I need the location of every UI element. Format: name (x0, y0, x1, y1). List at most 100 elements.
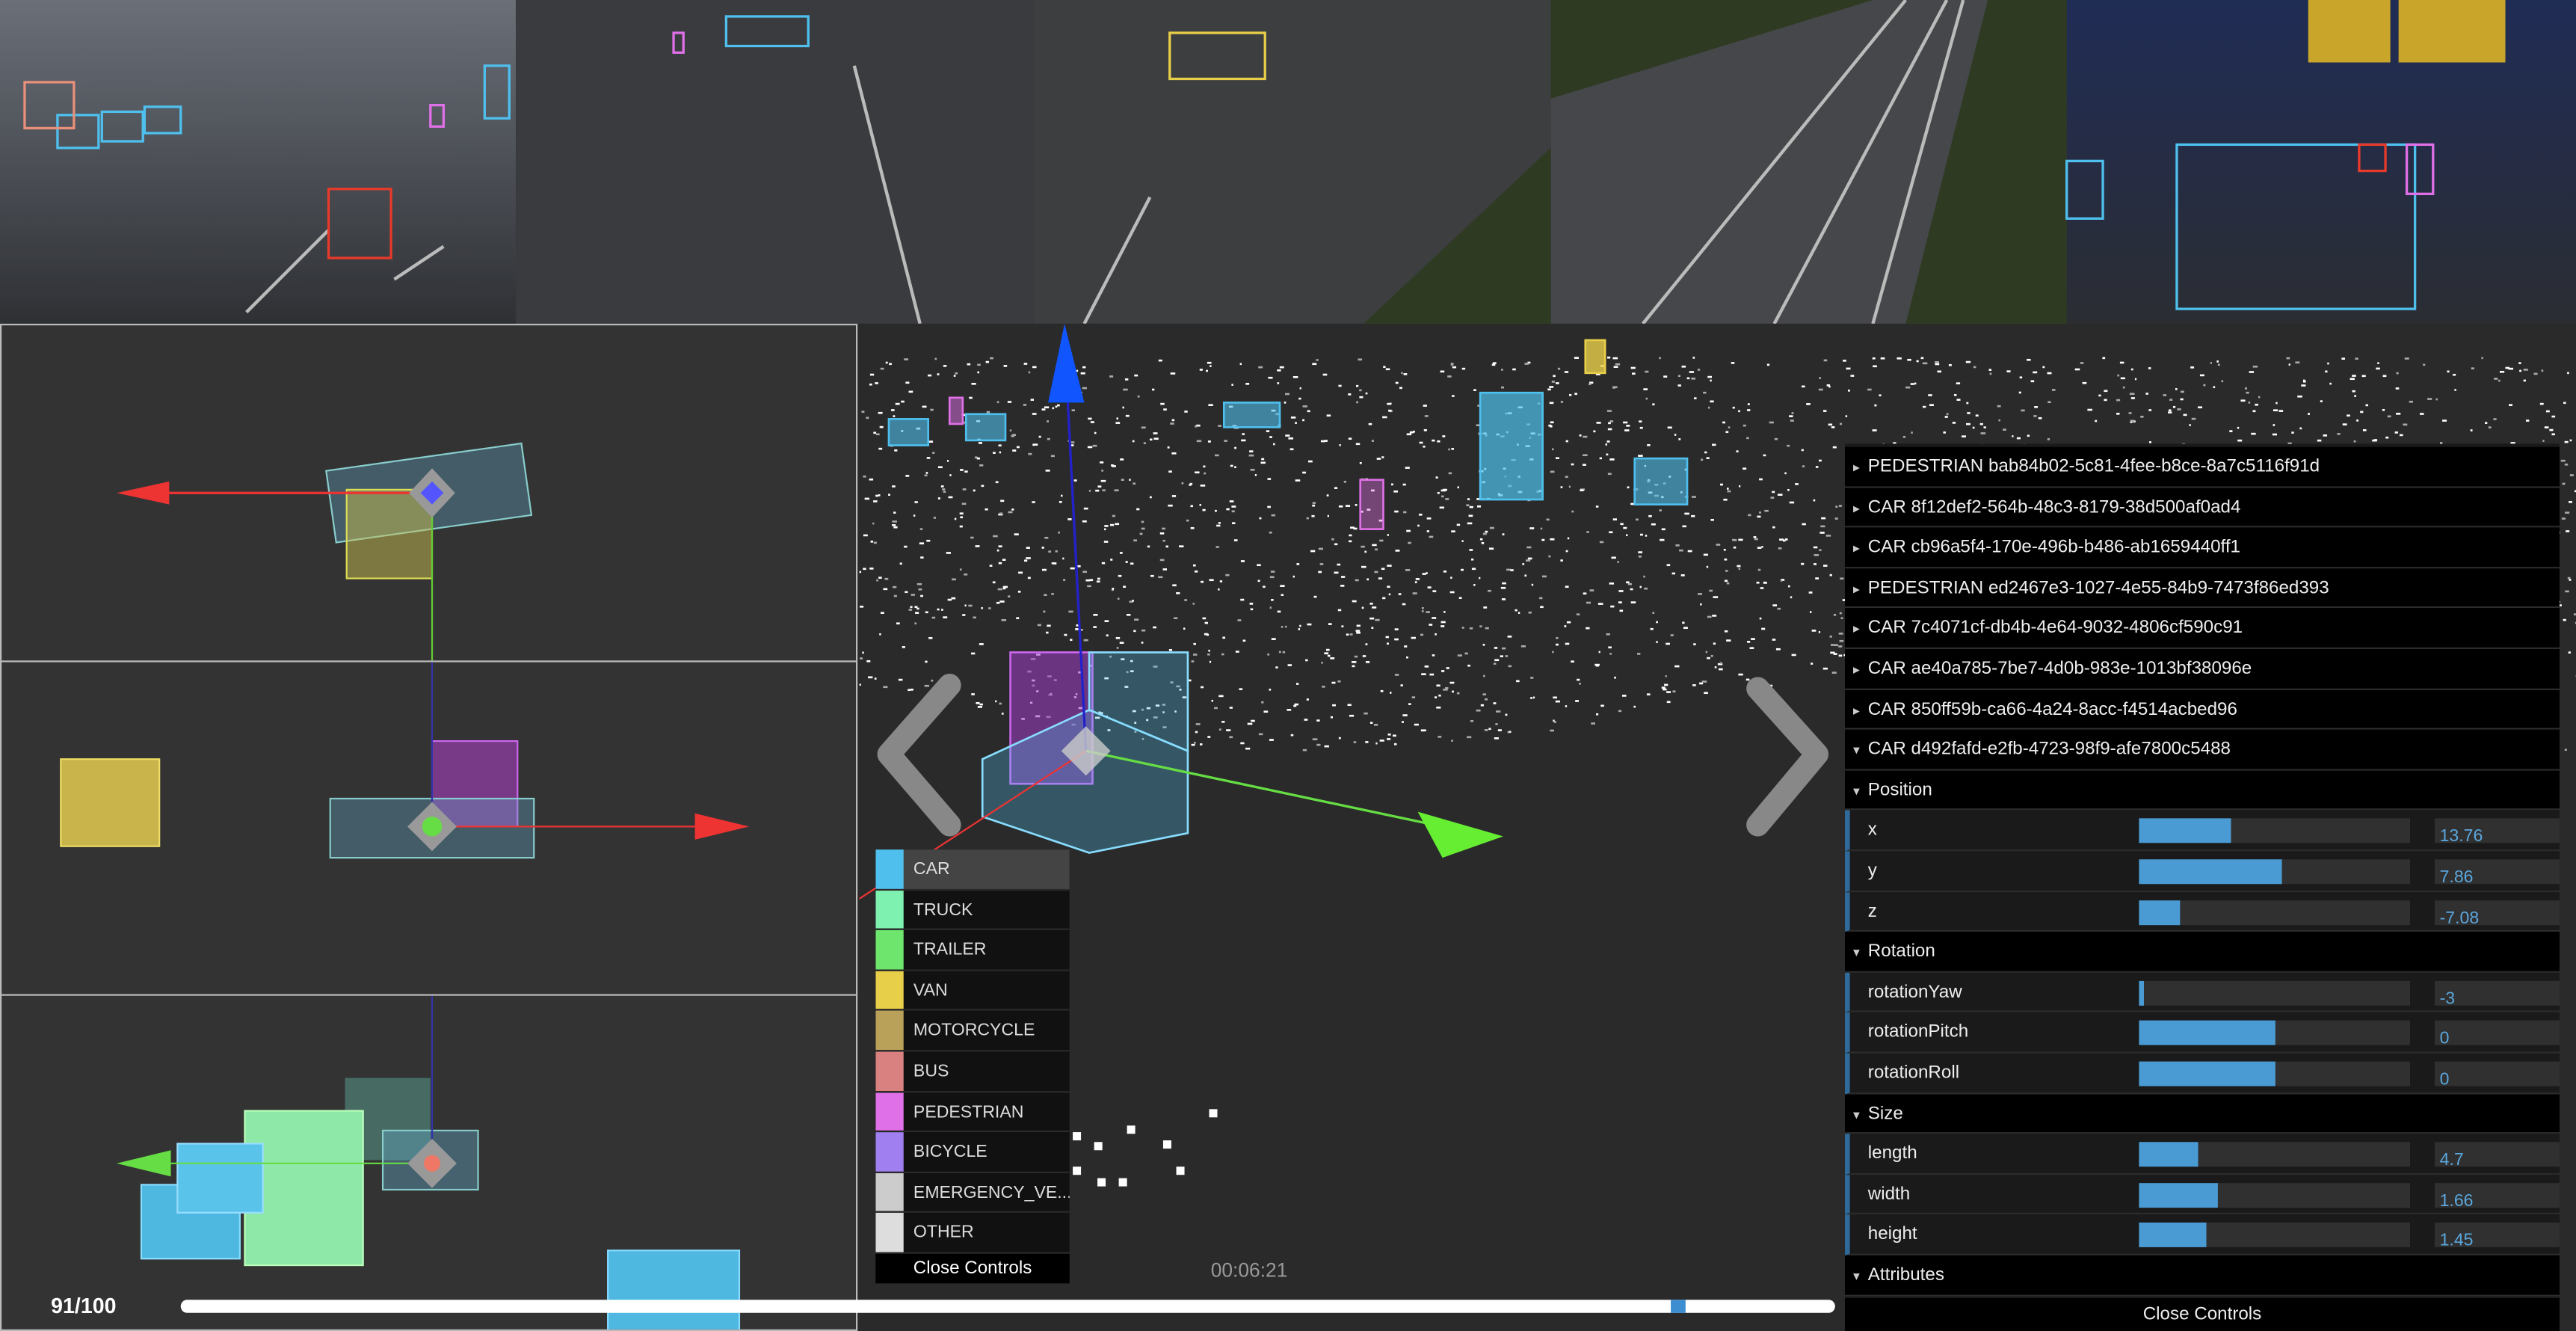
point (1107, 729, 1111, 731)
point (1772, 639, 1776, 641)
field-name: height (1867, 1224, 1917, 1245)
progress-bar[interactable] (180, 1300, 1835, 1313)
point (859, 683, 861, 686)
field-value[interactable]: 7.86 (2434, 859, 2560, 888)
slider[interactable] (2139, 859, 2411, 885)
point (1052, 407, 1055, 410)
object-item[interactable]: ▸ CAR 8f12def2-564b-48c3-8179-38d500af0ad… (1845, 487, 2560, 528)
field-value[interactable]: -3 (2434, 980, 2560, 1009)
slider[interactable] (2139, 1223, 2411, 1248)
point (1130, 660, 1133, 663)
slider[interactable] (2139, 1021, 2411, 1046)
point (1044, 594, 1047, 597)
object-item[interactable]: ▸ CAR ae40a785-7be7-4d0b-983e-1013bf38096… (1845, 649, 2560, 690)
object-item[interactable]: ▸ CAR cb96a5f4-170e-496b-b486-ab1659440ff… (1845, 527, 2560, 568)
point (1305, 659, 1308, 662)
folder-header[interactable]: ▾ Attributes (1845, 1255, 2560, 1296)
folder-header[interactable]: ▾ Rotation (1845, 932, 2560, 973)
point (1494, 659, 1500, 662)
progress-handle[interactable] (1671, 1300, 1686, 1313)
slider[interactable] (2139, 980, 2411, 1006)
slider[interactable] (2139, 900, 2411, 925)
point (1321, 661, 1323, 664)
point (1429, 673, 1435, 676)
point (1847, 390, 1850, 392)
next-frame[interactable] (1746, 677, 1829, 837)
close-controls[interactable]: Close Controls (1845, 1298, 2560, 1331)
slider-fill (2139, 859, 2283, 885)
box (607, 1249, 741, 1330)
point (1158, 359, 1162, 362)
field-name: rotationRoll (1867, 1063, 1960, 1083)
folder-header[interactable]: ▾ Position (1845, 770, 2560, 811)
point (998, 545, 1002, 547)
class-item[interactable]: PEDESTRIAN (875, 1092, 1070, 1133)
class-item[interactable]: OTHER (875, 1213, 1070, 1254)
field-value[interactable]: 4.7 (2434, 1142, 2560, 1170)
point (2104, 399, 2107, 402)
object-item[interactable]: ▸ CAR 850ff59b-ca66-4a24-8acc-f4514acbed9… (1845, 689, 2560, 731)
field-value[interactable]: 13.76 (2434, 819, 2560, 847)
point (1420, 633, 1424, 636)
object-item[interactable]: ▾ CAR d492fafd-e2fb-4723-98f9-afe7800c548… (1845, 730, 2560, 771)
class-item[interactable]: TRAILER (875, 930, 1070, 971)
point (979, 703, 983, 706)
point (1275, 666, 1278, 668)
field-value[interactable]: 1.45 (2434, 1223, 2560, 1251)
point (2354, 395, 2356, 397)
slider[interactable] (2139, 1142, 2411, 1167)
point (1626, 425, 1630, 427)
class-item[interactable]: EMERGENCY_VE... (875, 1172, 1070, 1214)
point (1787, 488, 1790, 491)
point (1132, 600, 1134, 602)
class-item[interactable]: VAN (875, 971, 1070, 1012)
point (2544, 426, 2549, 428)
front-view-canvas (117, 995, 741, 1330)
field-value[interactable]: 1.66 (2434, 1182, 2560, 1211)
point (1719, 662, 1722, 665)
point (1476, 424, 1480, 427)
point (1599, 457, 1602, 460)
point (1423, 405, 1427, 407)
point (1479, 625, 1482, 628)
point (1269, 739, 1274, 741)
class-item[interactable]: MOTORCYCLE (875, 1011, 1070, 1052)
folder-header[interactable]: ▾ Size (1845, 1093, 2560, 1134)
object-item[interactable]: ▸ CAR 7c4071cf-db4b-4e64-9032-4806cf590c9… (1845, 608, 2560, 649)
class-item[interactable]: BICYCLE (875, 1132, 1070, 1173)
class-item[interactable]: TRUCK (875, 890, 1070, 931)
point (1109, 375, 1114, 378)
slider[interactable] (2139, 819, 2411, 844)
point (1802, 465, 1805, 467)
field-value[interactable]: -7.08 (2434, 900, 2560, 928)
point (1316, 743, 1321, 746)
slider-fill (2139, 819, 2231, 844)
point (941, 609, 943, 611)
point (1379, 740, 1384, 742)
point (1311, 514, 1315, 517)
slider[interactable] (2139, 1061, 2411, 1086)
field-value[interactable]: 0 (2434, 1021, 2560, 1049)
point (981, 606, 983, 609)
point (1659, 509, 1662, 511)
point (1482, 643, 1485, 646)
close-controls[interactable]: Close Controls (875, 1253, 1070, 1284)
slider[interactable] (2139, 1182, 2411, 1208)
point (1141, 642, 1144, 644)
class-item[interactable]: BUS (875, 1051, 1070, 1092)
point (2080, 362, 2084, 364)
expand-icon: ▸ (1852, 702, 1860, 718)
object-item[interactable]: ▸ PEDESTRIAN ed2467e3-1027-4e55-84b9-7473… (1845, 568, 2560, 609)
field-value[interactable]: 0 (2434, 1061, 2560, 1089)
point (1248, 454, 1254, 457)
object-item[interactable]: ▸ PEDESTRIAN bab84b02-5c81-4fee-b8ce-8a7c… (1845, 446, 2560, 488)
point (2542, 440, 2545, 442)
point (2382, 375, 2387, 378)
class-item[interactable]: CAR (875, 849, 1070, 891)
point (1168, 470, 1172, 473)
point (1477, 405, 1479, 407)
prev-frame[interactable] (877, 673, 961, 837)
point (861, 411, 865, 414)
point (2246, 391, 2249, 394)
point (1111, 464, 1114, 467)
